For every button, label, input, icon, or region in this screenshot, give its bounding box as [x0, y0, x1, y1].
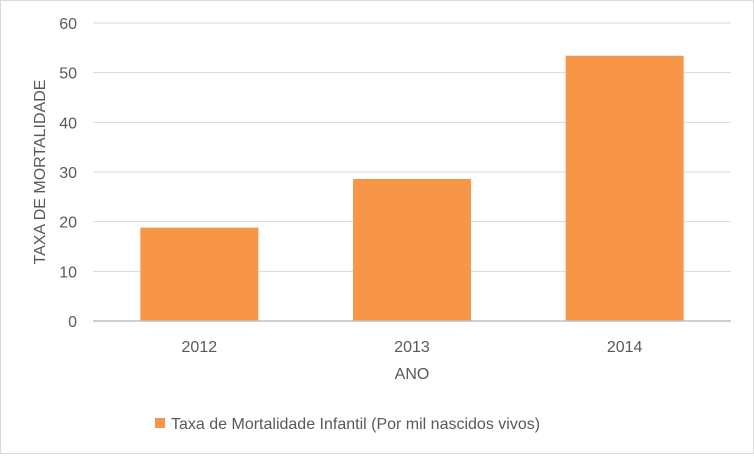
x-tick-label: 2014	[607, 339, 643, 356]
y-tick-label: 60	[59, 16, 77, 33]
x-tick-label: 2012	[182, 339, 218, 356]
y-tick-label: 10	[59, 264, 77, 281]
y-tick-label: 40	[59, 115, 77, 132]
bars	[140, 55, 684, 321]
y-tick-label: 50	[59, 66, 77, 83]
y-tick-labels: 0 10 20 30 40 50 60	[59, 16, 77, 331]
legend-label: Taxa de Mortalidade Infantil (Por mil na…	[171, 416, 540, 433]
y-tick-label: 30	[59, 165, 77, 182]
x-tick-labels: 2012 2013 2014	[182, 339, 643, 356]
legend: Taxa de Mortalidade Infantil (Por mil na…	[155, 416, 540, 433]
x-axis-title: ANO	[395, 366, 430, 383]
bar	[140, 227, 259, 321]
y-axis-title: TAXA DE MORTALIDADE	[32, 80, 49, 265]
y-tick-label: 0	[68, 314, 77, 331]
legend-swatch	[155, 418, 165, 428]
x-tick-label: 2013	[394, 339, 430, 356]
bar	[565, 55, 684, 321]
y-tick-label: 20	[59, 215, 77, 232]
bar	[353, 178, 471, 321]
